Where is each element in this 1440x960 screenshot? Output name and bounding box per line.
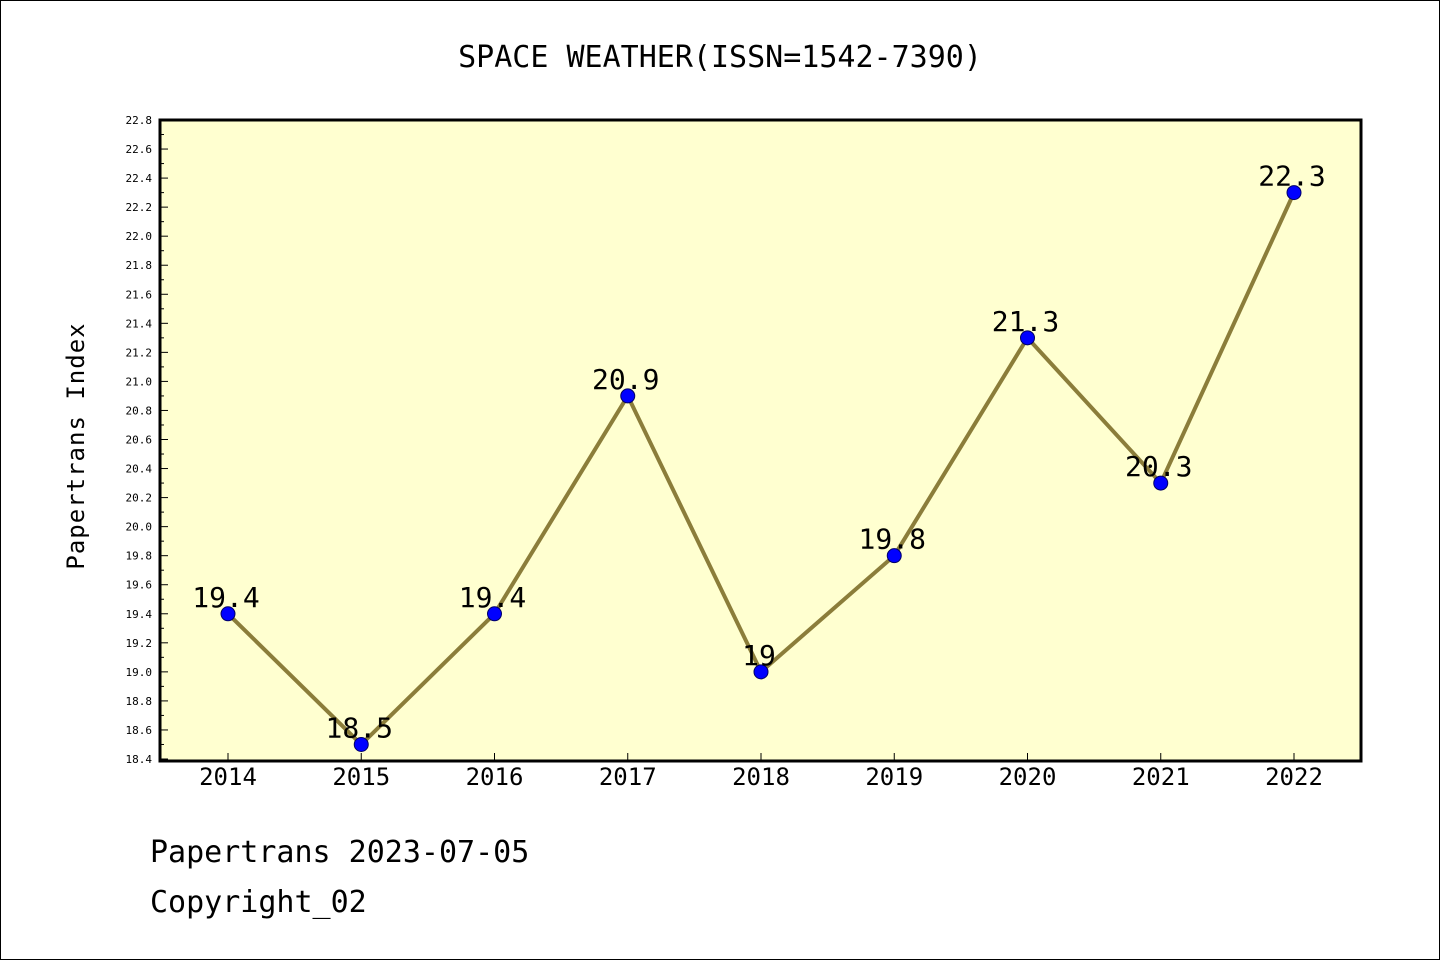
y-tick-label: 21.6 — [126, 288, 153, 301]
data-label-2018: 19 — [742, 639, 776, 672]
y-tick-label: 20.0 — [126, 521, 153, 534]
data-point-2015 — [353, 736, 369, 752]
data-label-2022: 22.3 — [1258, 160, 1325, 193]
x-axis-ticks: 2014 2015 2016 2017 2018 2019 2020 2021 2022 — [199, 753, 1323, 791]
x-tick-label-2022: 2022 — [1265, 763, 1323, 791]
y-tick-label: 21.0 — [126, 375, 153, 388]
y-axis-label: Papertrans Index — [62, 322, 90, 569]
y-tick-label: 19.8 — [126, 550, 153, 563]
y-tick-label: 18.4 — [126, 753, 153, 766]
y-axis-ticks: 18.4 18.6 18.8 19.0 19.2 19.4 19.6 19.8 20.0 20.2… — [126, 114, 168, 766]
y-tick-label: 18.8 — [126, 695, 153, 708]
data-label-2021: 20.3 — [1125, 450, 1192, 483]
y-tick-label: 22.6 — [126, 143, 153, 156]
footer-copyright-text: Copyright_02 — [150, 885, 367, 920]
x-tick-label-2016: 2016 — [466, 763, 524, 791]
y-tick-label: 22.4 — [126, 172, 153, 185]
x-tick-label-2018: 2018 — [732, 763, 790, 791]
data-point-2018 — [753, 664, 769, 680]
y-tick-label: 22.2 — [126, 201, 153, 214]
y-tick-label: 20.2 — [126, 492, 153, 505]
data-label-2016: 19.4 — [459, 581, 526, 614]
x-tick-label-2014: 2014 — [199, 763, 257, 791]
y-tick-label: 19.2 — [126, 637, 153, 650]
x-tick-label-2020: 2020 — [999, 763, 1057, 791]
x-tick-label-2015: 2015 — [332, 763, 390, 791]
data-point-2016 — [487, 606, 502, 622]
data-point-2021 — [1153, 475, 1169, 491]
y-tick-label: 22.0 — [126, 230, 153, 243]
data-label-2019: 19.8 — [859, 523, 926, 556]
x-tick-label-2019: 2019 — [865, 763, 923, 791]
y-tick-label: 19.6 — [126, 579, 153, 592]
y-tick-label: 21.8 — [126, 259, 153, 272]
data-point-2020 — [1020, 330, 1035, 346]
data-point-2022 — [1286, 185, 1302, 201]
plot-area — [158, 118, 1363, 763]
y-tick-label: 21.2 — [126, 346, 153, 359]
data-point-2019 — [886, 548, 902, 564]
chart-title: SPACE WEATHER(ISSN=1542-7390) — [458, 40, 982, 75]
y-tick-label: 20.4 — [126, 463, 153, 476]
data-label-2014: 19.4 — [192, 581, 259, 614]
x-tick-label-2021: 2021 — [1132, 763, 1190, 791]
y-tick-label: 19.0 — [126, 666, 153, 679]
footer-date-text: Papertrans 2023-07-05 — [150, 835, 530, 870]
data-markers — [220, 185, 1302, 752]
data-point-2014 — [220, 606, 236, 622]
y-tick-label: 18.6 — [126, 724, 153, 737]
x-tick-label-2017: 2017 — [599, 763, 657, 791]
data-label-2020: 21.3 — [992, 305, 1059, 338]
data-labels: 19.4 18.5 19.4 20.9 19 19.8 21.3 20.3 22.3 — [192, 160, 1325, 745]
data-label-2017: 20.9 — [592, 363, 659, 396]
y-tick-label: 19.4 — [126, 608, 153, 621]
y-tick-label: 22.8 — [126, 114, 153, 127]
y-tick-label: 20.6 — [126, 434, 153, 447]
y-tick-label: 20.8 — [126, 404, 153, 417]
y-tick-label: 21.4 — [126, 317, 153, 330]
data-label-2015: 18.5 — [326, 711, 393, 744]
data-point-2017 — [620, 388, 636, 404]
